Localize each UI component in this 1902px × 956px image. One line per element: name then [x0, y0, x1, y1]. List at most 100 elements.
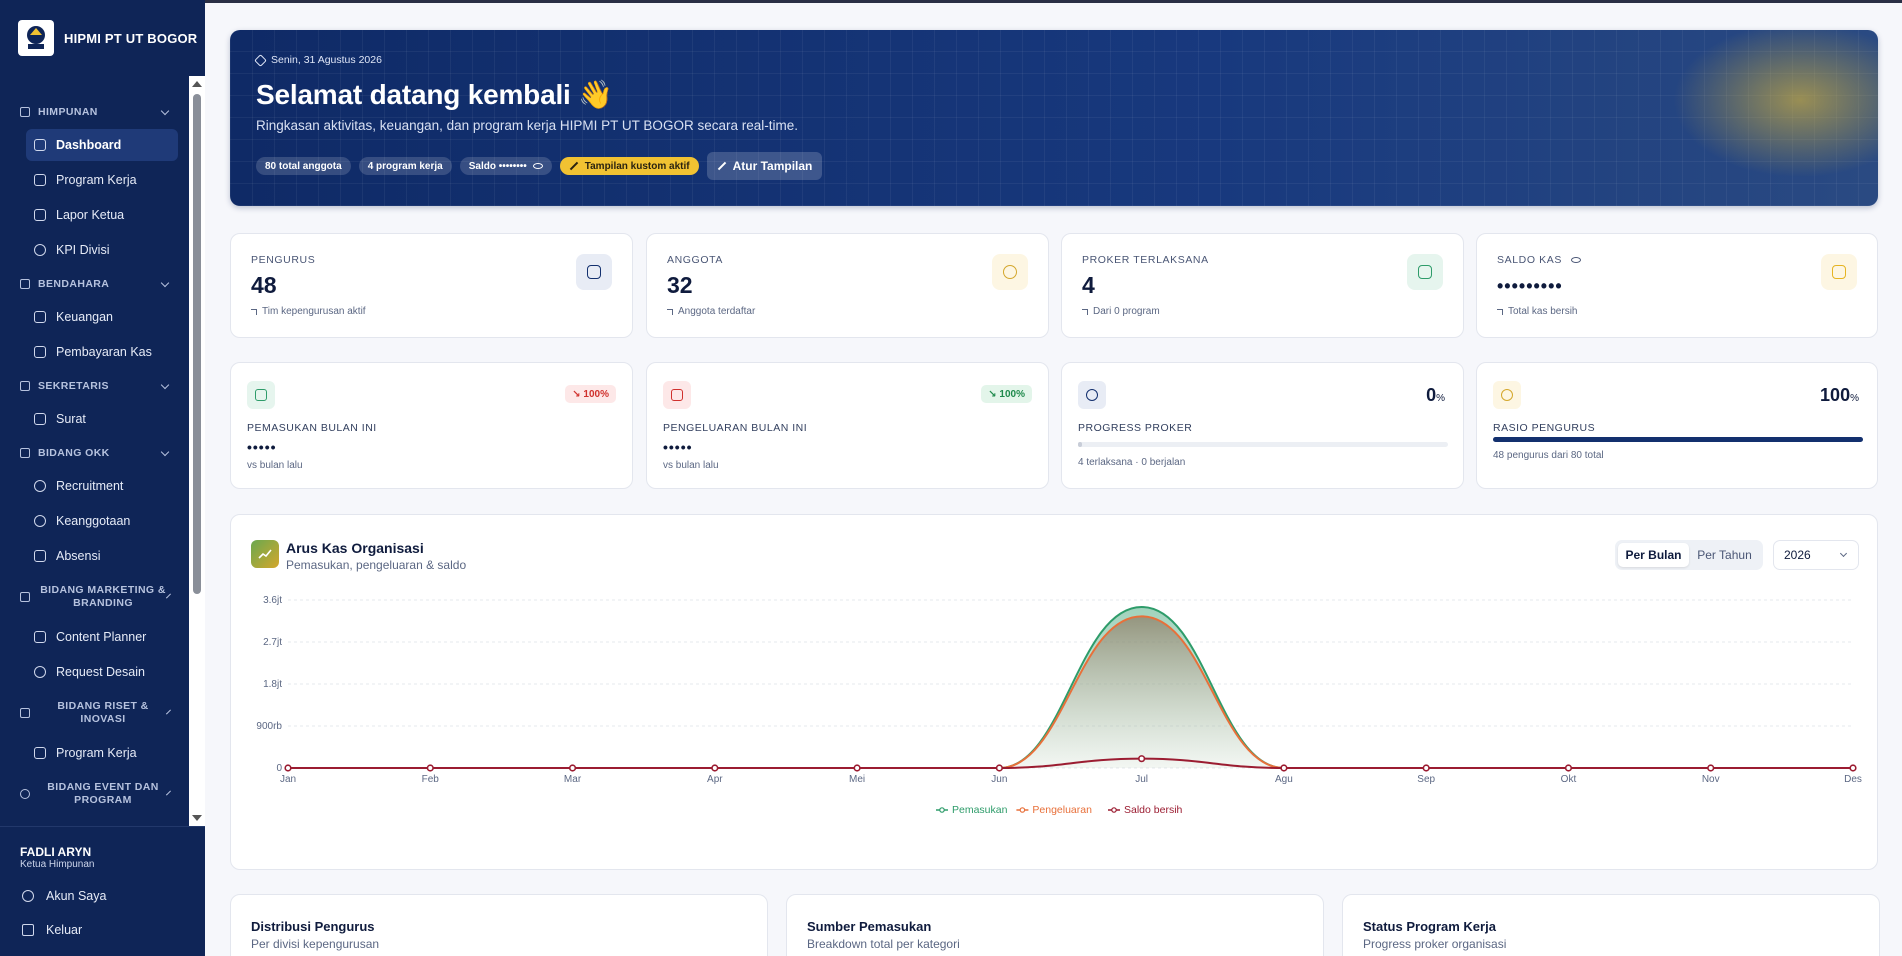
arrow-up-right-icon: [251, 308, 257, 315]
stat-card-anggota: ANGGOTA 32 Anggota terdaftar: [646, 233, 1049, 338]
building-icon: [20, 448, 30, 458]
data-point: [853, 764, 861, 772]
clipboard-icon: [20, 381, 30, 391]
section-sekretaris[interactable]: SEKRETARIS: [20, 372, 178, 400]
wallet-icon: [1821, 254, 1857, 290]
section-bendahara[interactable]: BENDAHARA: [20, 270, 178, 298]
list-icon: [34, 631, 46, 643]
sidebar-item-recruitment[interactable]: Recruitment: [26, 470, 178, 502]
sidebar-item-surat[interactable]: Surat: [26, 403, 178, 435]
data-point: [1280, 764, 1288, 772]
period-toggle: Per Bulan Per Tahun: [1615, 540, 1763, 570]
scrollbar-thumb[interactable]: [193, 94, 201, 594]
data-point: [995, 764, 1003, 772]
sidebar-item-pembayaran-kas[interactable]: Pembayaran Kas: [26, 336, 178, 368]
customize-view-button[interactable]: Atur Tampilan: [706, 152, 823, 180]
wand-icon: [717, 161, 726, 171]
y-tick-label: 3.6jt: [263, 595, 282, 606]
user-settings-icon: [22, 890, 34, 902]
sidebar-item-program-kerja-riset[interactable]: Program Kerja: [26, 737, 178, 769]
sidebar-item-request-desain[interactable]: Request Desain: [26, 656, 178, 688]
legend-marker: [1019, 807, 1026, 813]
series-line: [288, 757, 1853, 769]
legend-marker: [939, 807, 945, 813]
stat-card-pengurus: PENGURUS 48 Tim kepengurusan aktif: [230, 233, 633, 338]
users-icon: [34, 515, 46, 527]
x-tick-label: Mei: [849, 774, 865, 785]
x-tick-label: Sep: [1417, 774, 1435, 785]
calendar-icon: [1407, 254, 1443, 290]
chip-balance[interactable]: Saldo ••••••••: [459, 157, 552, 175]
chip-programs: 4 program kerja: [358, 157, 452, 175]
x-tick-label: Mar: [564, 774, 582, 785]
ratio-bar-fill: [1493, 437, 1863, 442]
wallet-icon: [34, 311, 46, 323]
section-bidang-marketing[interactable]: BIDANG MARKETING & BRANDING: [20, 576, 178, 618]
calendar-icon: [34, 174, 46, 186]
year-select[interactable]: 2026: [1773, 540, 1859, 570]
progress-bar: [1078, 442, 1448, 447]
brand-name: HIPMI PT UT BOGOR: [64, 30, 198, 46]
toggle-per-bulan[interactable]: Per Bulan: [1618, 543, 1689, 567]
income-change-badge: ↘ 100%: [565, 385, 616, 403]
user-plus-icon: [34, 480, 46, 492]
series-area: [288, 616, 1853, 768]
metric-card-ratio: 100% RASIO PENGURUS 48 pengurus dari 80 …: [1476, 362, 1878, 489]
hero-title: Selamat datang kembali 👋: [256, 79, 613, 110]
sidebar-item-lapor-ketua[interactable]: Lapor Ketua: [26, 199, 178, 231]
toggle-per-tahun[interactable]: Per Tahun: [1697, 548, 1752, 562]
logout-icon: [22, 924, 34, 936]
y-tick-label: 0: [276, 763, 282, 774]
dashboard-icon: [34, 139, 46, 151]
arrow-up-right-icon: [1082, 308, 1088, 315]
arrow-up-right-icon: [667, 308, 673, 315]
percent-icon: [1493, 381, 1521, 409]
sidebar-item-keanggotaan[interactable]: Keanggotaan: [26, 505, 178, 537]
x-tick-label: Apr: [707, 774, 723, 785]
data-point: [1849, 764, 1857, 772]
wallet-icon: [20, 279, 30, 289]
chart-subtitle: Pemasukan, pengeluaran & saldo: [286, 558, 467, 572]
users-icon: [992, 254, 1028, 290]
activity-icon: [247, 381, 275, 409]
brand[interactable]: HIPMI PT UT BOGOR: [18, 20, 197, 56]
sidebar-item-content-planner[interactable]: Content Planner: [26, 621, 178, 653]
sidebar-item-keuangan[interactable]: Keuangan: [26, 301, 178, 333]
data-point: [568, 764, 577, 772]
section-bidang-event[interactable]: BIDANG EVENT DAN PROGRAM: [20, 773, 178, 815]
sidebar-item-kpi-divisi[interactable]: KPI Divisi: [26, 234, 178, 266]
expense-change-badge: ↘ 100%: [981, 385, 1032, 403]
sidebar-scrollbar[interactable]: [189, 76, 205, 826]
wand-icon: [569, 161, 578, 171]
cashflow-chart-card: Arus Kas Organisasi Pemasukan, pengeluar…: [230, 514, 1878, 870]
y-tick-label: 900rb: [256, 721, 282, 732]
y-tick-label: 2.7jt: [263, 637, 282, 648]
hero-subtitle: Ringkasan aktivitas, keuangan, dan progr…: [256, 118, 798, 133]
section-bidang-okk[interactable]: BIDANG OKK: [20, 439, 178, 467]
scroll-up-icon[interactable]: [192, 81, 202, 87]
user-role: Ketua Himpunan: [20, 859, 95, 870]
palette-icon: [34, 666, 46, 678]
sidebar-item-program-kerja[interactable]: Program Kerja: [26, 164, 178, 196]
legend-label: Saldo bersih: [1124, 804, 1183, 816]
arrow-up-right-icon: [1497, 308, 1503, 315]
scroll-down-icon[interactable]: [192, 815, 202, 821]
account-link[interactable]: Akun Saya: [22, 889, 106, 903]
sidebar-menu[interactable]: HIMPUNAN Dashboard Program Kerja Lapor K…: [0, 76, 205, 826]
section-himpunan[interactable]: HIMPUNAN: [20, 98, 178, 126]
x-tick-label: Jun: [991, 774, 1007, 785]
target-icon: [34, 244, 46, 256]
sidebar-item-absensi[interactable]: Absensi: [26, 540, 178, 572]
mail-icon: [34, 413, 46, 425]
receipt-icon: [34, 346, 46, 358]
ratio-bar: [1493, 437, 1863, 442]
eye-icon[interactable]: [532, 163, 543, 169]
section-bidang-riset[interactable]: BIDANG RISET & INOVASI: [20, 692, 178, 734]
eye-icon[interactable]: [1571, 257, 1582, 263]
data-point: [1422, 764, 1430, 772]
stat-card-saldo: SALDO KAS ••••••••• Total kas bersih: [1476, 233, 1878, 338]
x-tick-label: Nov: [1702, 774, 1720, 785]
data-point: [1707, 764, 1715, 772]
logout-link[interactable]: Keluar: [22, 923, 82, 937]
sidebar-item-dashboard[interactable]: Dashboard: [26, 129, 178, 161]
